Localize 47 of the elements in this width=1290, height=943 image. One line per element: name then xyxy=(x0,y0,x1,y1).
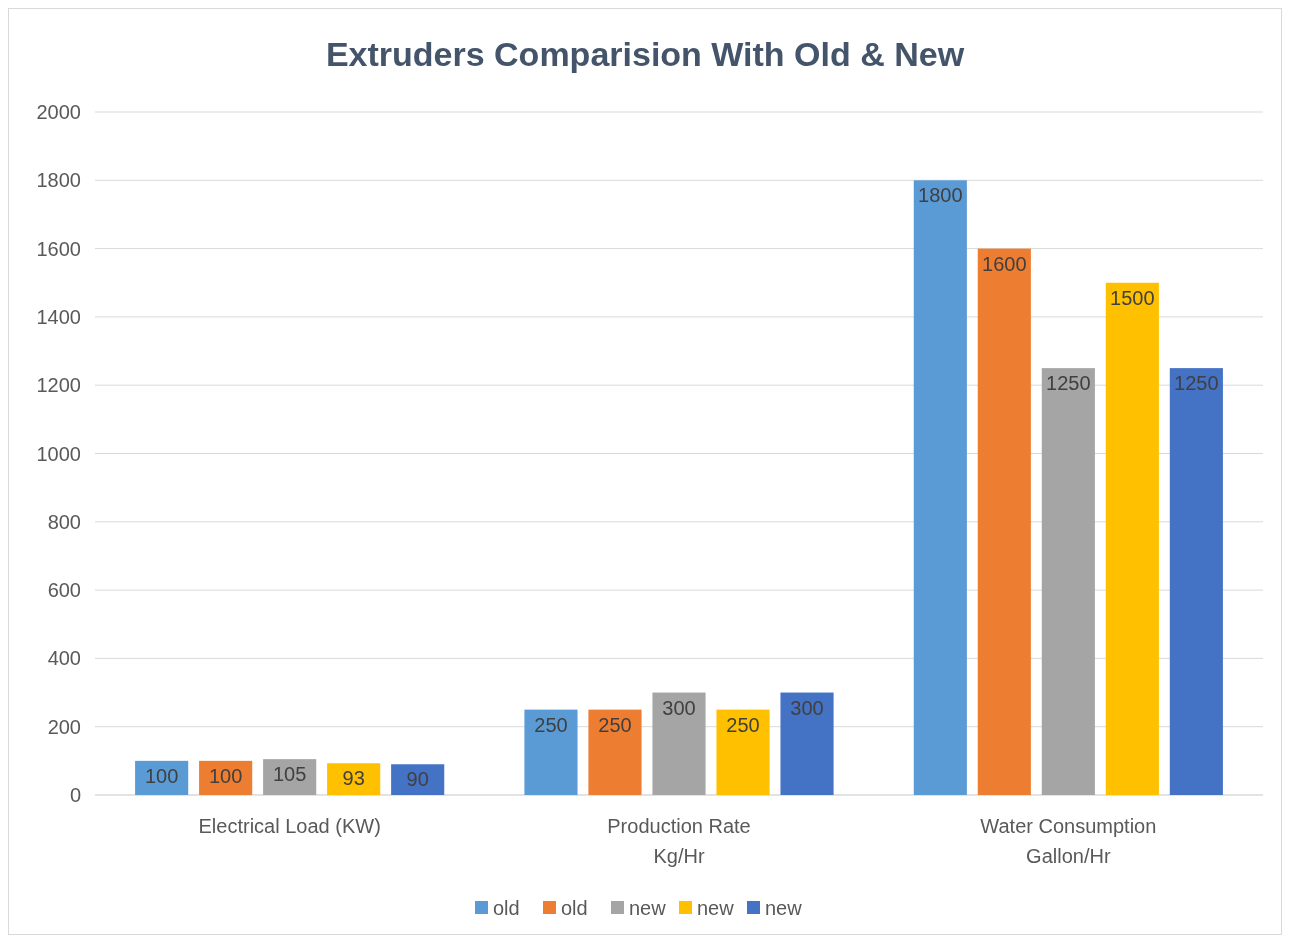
bar xyxy=(524,709,578,795)
data-label: 250 xyxy=(726,713,760,736)
data-label: 300 xyxy=(662,696,696,719)
legend-label: old xyxy=(493,897,520,919)
bar xyxy=(588,709,642,795)
data-label: 1600 xyxy=(982,252,1027,275)
y-tick-label: 1600 xyxy=(36,237,81,260)
data-label: 100 xyxy=(144,764,179,787)
bar xyxy=(391,764,445,795)
data-label: 1250 xyxy=(1174,372,1219,395)
bar xyxy=(1169,368,1223,795)
y-tick-label: 400 xyxy=(47,647,81,670)
y-tick-label: 1800 xyxy=(36,169,81,192)
legend-label: new xyxy=(629,897,667,919)
data-label: 90 xyxy=(406,768,429,791)
y-tick-label: 200 xyxy=(47,715,81,738)
y-tick-label: 1000 xyxy=(36,442,81,465)
chart-title: Extruders Comparision With Old & New xyxy=(325,35,965,73)
y-tick-label: 1200 xyxy=(36,374,81,397)
data-label: 300 xyxy=(790,696,824,719)
y-tick-label: 800 xyxy=(47,510,81,533)
y-tick-label: 1400 xyxy=(36,305,81,328)
x-tick-label: Electrical Load (KW) xyxy=(198,815,381,837)
legend-label: new xyxy=(765,897,803,919)
bar xyxy=(913,180,967,795)
data-label: 250 xyxy=(598,713,632,736)
data-label: 93 xyxy=(342,767,365,790)
data-label: 1250 xyxy=(1046,372,1091,395)
y-tick-label: 0 xyxy=(69,784,81,806)
data-label: 100 xyxy=(208,764,243,787)
legend-label: new xyxy=(697,897,735,919)
y-tick-label: 600 xyxy=(47,579,81,602)
data-label: 1500 xyxy=(1110,286,1155,309)
bar xyxy=(716,709,770,795)
x-tick-label: Production Rate Kg/Hr xyxy=(607,815,751,867)
legend-label: old xyxy=(561,897,588,919)
x-tick-label: Water Consumption Gallon/Hr xyxy=(980,815,1157,867)
bar xyxy=(1105,282,1159,795)
bar xyxy=(1041,368,1095,795)
bar xyxy=(977,248,1031,795)
bar xyxy=(780,692,834,795)
bar xyxy=(652,692,706,795)
data-label: 1800 xyxy=(918,184,963,207)
data-label: 105 xyxy=(272,763,307,786)
y-tick-label: 2000 xyxy=(36,101,81,123)
bar xyxy=(327,763,381,795)
data-label: 250 xyxy=(534,713,568,736)
